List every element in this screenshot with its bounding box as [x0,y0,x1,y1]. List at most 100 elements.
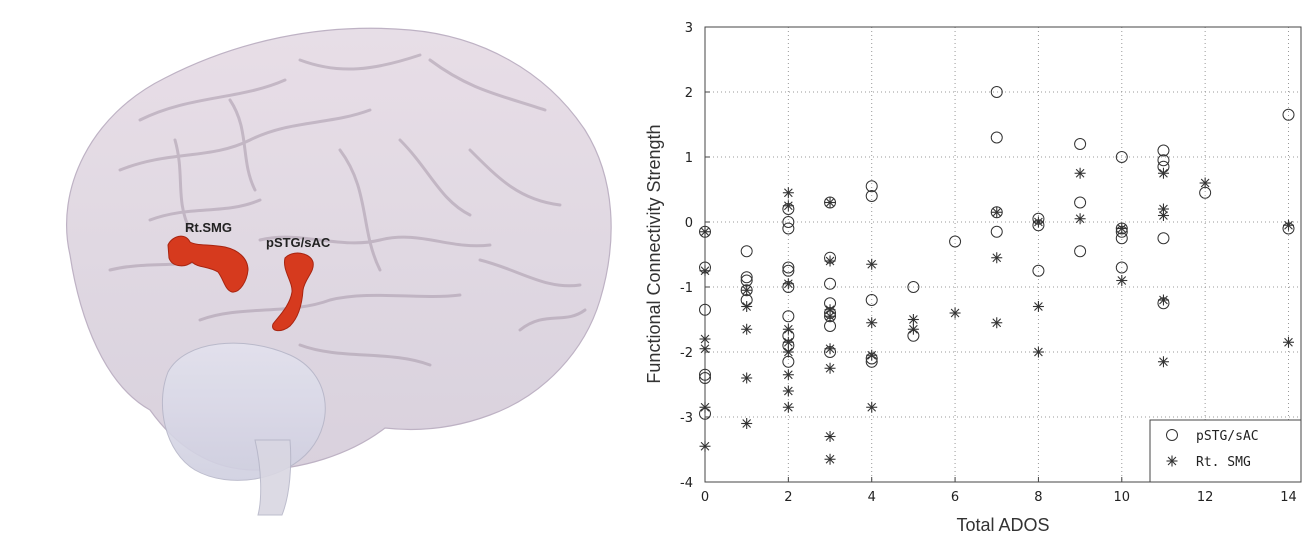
data-point-rt-smg [741,323,753,335]
x-tick-label: 6 [951,490,959,505]
data-point-pstg-sac [990,86,1003,98]
data-point-rt-smg [1199,177,1211,189]
x-tick-label: 12 [1197,490,1214,505]
data-point-pstg-sac [1074,196,1087,209]
data-point-rt-smg [824,343,836,355]
data-point-pstg-sac [699,303,711,316]
legend-label-pstg-sac: pSTG/sAC [1196,429,1259,444]
data-point-pstg-sac [990,225,1003,238]
data-point-rt-smg [699,226,711,238]
data-point-pstg-sac [1074,138,1087,150]
y-tick-label: -4 [680,476,693,491]
data-point-pstg-sac [865,190,878,202]
brain-stem [254,439,292,516]
data-point-rt-smg [1157,210,1169,221]
data-point-rt-smg [782,346,794,358]
data-point-rt-smg [699,440,711,452]
y-tick-label: 0 [685,216,693,231]
data-point-rt-smg [782,401,794,413]
data-point-rt-smg [866,258,878,270]
data-point-pstg-sac [699,368,711,381]
data-point-rt-smg [1032,216,1044,228]
y-ticks: -4 -3 -2 -1 0 1 2 3 [680,21,710,491]
data-point-pstg-sac [1115,151,1128,163]
data-point-rt-smg [1116,275,1128,286]
data-point-pstg-sac [1157,154,1170,167]
y-axis-title: Functional Connectivity Strength [644,124,664,383]
data-point-pstg-sac [865,294,878,306]
data-point-pstg-sac [699,372,711,384]
data-point-rt-smg [824,197,836,208]
data-point-rt-smg [1282,219,1294,231]
data-point-pstg-sac [782,222,795,235]
data-point-rt-smg [782,187,794,199]
data-point-rt-smg [1157,167,1169,179]
brain-cortex [66,27,612,471]
region-label-pstg-sac: pSTG/sAC [266,235,331,250]
region-label-rt-smg: Rt.SMG [185,220,232,235]
y-tick-label: -3 [680,411,693,426]
data-point-rt-smg [1157,294,1169,306]
x-tick-label: 10 [1114,490,1131,505]
data-point-rt-smg [741,301,753,312]
data-point-pstg-sac [740,271,753,284]
data-point-rt-smg [1074,167,1086,179]
y-tick-label: 2 [685,86,693,101]
data-point-pstg-sac [782,216,795,228]
data-point-pstg-sac [907,281,920,293]
region-rt-smg [167,235,249,293]
y-tick-label: -2 [680,346,693,361]
data-point-rt-smg [824,453,836,465]
region-pstg-sac [272,252,314,332]
data-point-pstg-sac [865,180,878,193]
data-point-rt-smg [1116,223,1128,234]
data-point-rt-smg [1032,301,1044,312]
data-point-rt-smg [824,310,836,322]
data-point-rt-smg [991,317,1003,329]
x-ticks: 0 2 4 6 8 10 12 14 [701,477,1297,505]
plot-grid [705,27,1301,482]
data-point-rt-smg [741,284,753,296]
data-point-rt-smg [949,307,961,319]
data-point-pstg-sac [782,261,795,274]
y-tick-label: 3 [685,21,693,36]
data-point-rt-smg [824,431,836,442]
data-point-pstg-sac [740,245,753,258]
legend-marker-rt-smg [1166,455,1178,467]
data-point-rt-smg [1032,346,1044,358]
data-point-rt-smg [1157,356,1169,368]
legend-symbol-asterisk [1166,455,1178,467]
data-point-rt-smg [1074,213,1086,225]
x-axis-title: Total ADOS [956,515,1049,535]
data-point-rt-smg [782,369,794,381]
data-point-pstg-sac [782,355,795,368]
legend-symbol-circle [1166,429,1178,441]
x-tick-label: 4 [868,490,876,505]
data-point-pstg-sac [949,235,962,248]
data-point-rt-smg [866,401,878,413]
data-point-rt-smg [699,401,711,413]
data-point-pstg-sac [1115,261,1128,274]
data-point-pstg-sac [990,131,1003,144]
brain-rendering: Rt.SMG pSTG/sAC [66,27,612,516]
data-point-rt-smg [782,278,794,290]
data-point-rt-smg [824,362,836,374]
data-point-rt-smg [699,333,711,345]
data-point-pstg-sac [1157,144,1170,157]
data-point-pstg-sac [1032,264,1045,277]
plot-frame [704,26,1302,483]
data-point-pstg-sac [1199,186,1212,199]
legend: pSTG/sAC Rt. SMG [1149,419,1302,483]
data-point-rt-smg [699,265,711,277]
data-point-rt-smg [741,372,753,384]
y-tick-label: -1 [680,281,693,296]
x-tick-label: 2 [784,490,792,505]
data-point-rt-smg [782,336,794,348]
data-point-rt-smg [782,200,794,212]
data-point-rt-smg [782,385,794,397]
data-points [699,86,1295,465]
data-point-pstg-sac [824,277,837,290]
data-point-rt-smg [866,349,878,361]
data-point-pstg-sac [1074,245,1087,258]
legend-marker-pstg-sac [1166,429,1178,441]
